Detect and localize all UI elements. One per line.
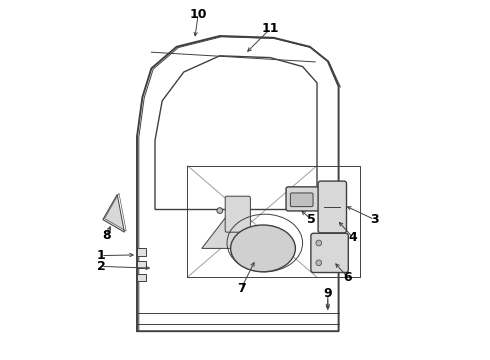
FancyBboxPatch shape	[286, 187, 319, 211]
Ellipse shape	[231, 225, 295, 272]
Text: 2: 2	[97, 260, 105, 273]
Polygon shape	[202, 202, 256, 248]
Text: 3: 3	[370, 213, 379, 226]
Text: 8: 8	[102, 229, 111, 242]
FancyBboxPatch shape	[225, 196, 250, 232]
FancyBboxPatch shape	[311, 233, 348, 273]
Circle shape	[217, 208, 222, 213]
Text: 1: 1	[97, 249, 105, 262]
Bar	[137, 261, 146, 268]
Polygon shape	[103, 194, 124, 232]
Circle shape	[316, 260, 321, 266]
Bar	[137, 274, 146, 281]
Circle shape	[316, 240, 321, 246]
FancyBboxPatch shape	[318, 181, 346, 233]
Bar	[137, 248, 146, 256]
FancyBboxPatch shape	[291, 193, 313, 207]
Text: 7: 7	[237, 282, 246, 294]
Text: 4: 4	[348, 231, 357, 244]
Text: 10: 10	[190, 8, 207, 21]
Text: 9: 9	[323, 287, 332, 300]
Text: 11: 11	[262, 22, 279, 35]
Text: 5: 5	[307, 213, 316, 226]
Text: 6: 6	[343, 271, 352, 284]
